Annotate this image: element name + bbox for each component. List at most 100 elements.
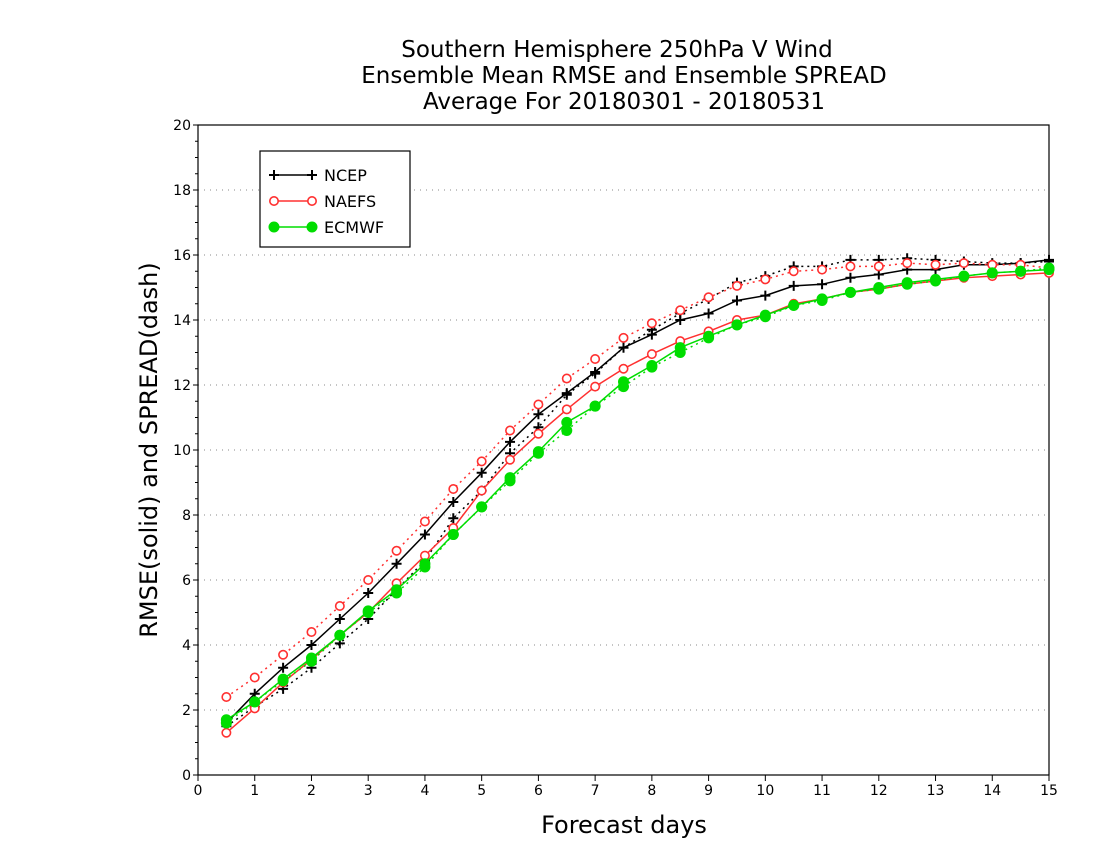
series-ncep-rmse-point xyxy=(788,280,799,291)
y-axis-ticks: 0 2 4 6 8 10 12 14 16 18 20 xyxy=(173,118,198,784)
series-ncep-rmse-point xyxy=(505,436,516,447)
legend-marker-end xyxy=(306,221,318,233)
series-ecmwf xyxy=(220,262,1055,729)
series-ecmwf-rmse-point xyxy=(1015,265,1027,277)
x-tick-label: 7 xyxy=(591,783,600,799)
series-naefs-spread-point xyxy=(760,274,771,285)
series-naefs-rmse-point xyxy=(476,485,487,496)
x-tick-label: 8 xyxy=(647,783,656,799)
chart-title-line-2: Ensemble Mean RMSE and Ensemble SPREAD xyxy=(361,63,886,89)
x-axis-label: Forecast days xyxy=(541,811,707,839)
series-ncep-rmse-point xyxy=(561,388,572,399)
y-tick-label: 8 xyxy=(182,508,191,524)
series-naefs-spread-point xyxy=(958,258,969,269)
series-ecmwf-rmse-point xyxy=(589,400,601,412)
series-naefs-spread-point xyxy=(391,545,402,556)
legend-item-ncep: NCEP xyxy=(269,166,367,185)
series-naefs-spread-point xyxy=(419,516,430,527)
x-tick-label: 10 xyxy=(756,783,774,799)
series-ncep-rmse-point xyxy=(533,409,544,420)
series-naefs-spread-point xyxy=(221,691,232,702)
series-naefs-spread-point xyxy=(675,305,686,316)
legend-marker-end xyxy=(306,196,317,207)
series-ncep-rmse-point xyxy=(646,329,657,340)
series-ecmwf-rmse-point xyxy=(532,446,544,458)
series-ecmwf-rmse-point xyxy=(816,293,828,305)
legend: NCEP NAEFS ECMWF xyxy=(259,150,411,248)
series-naefs-spread-point xyxy=(590,353,601,364)
series-ecmwf-rmse-point xyxy=(703,330,715,342)
series-ecmwf-rmse-point xyxy=(447,529,459,540)
series-naefs-spread-line xyxy=(225,262,1050,698)
series-ncep-rmse-point xyxy=(731,295,742,306)
series-ncep-rmse-point xyxy=(476,467,487,478)
y-tick-label: 10 xyxy=(173,443,191,459)
chart-title-line-3: Average For 20180301 - 20180531 xyxy=(423,89,825,115)
series-ncep-rmse-point xyxy=(278,662,289,673)
series-naefs-spread-point xyxy=(533,399,544,410)
series-ecmwf-spread-line xyxy=(225,267,1050,724)
series-naefs-spread-point xyxy=(306,626,317,637)
x-tick-label: 0 xyxy=(194,783,203,799)
series-ecmwf-rmse-point xyxy=(419,558,431,570)
series-naefs-spread-point xyxy=(930,259,941,270)
x-tick-label: 11 xyxy=(813,783,831,799)
x-tick-label: 1 xyxy=(250,783,259,799)
series-naefs-spread-point xyxy=(363,574,374,585)
y-tick-label: 14 xyxy=(173,313,191,329)
series-ecmwf-rmse-point xyxy=(220,714,232,726)
series-ncep-rmse-point xyxy=(675,315,686,325)
y-tick-label: 4 xyxy=(182,638,191,654)
series-naefs-rmse-point xyxy=(533,428,544,439)
series-ecmwf-rmse-point xyxy=(986,267,998,279)
series-naefs-spread-point xyxy=(278,649,289,660)
series-naefs-spread-point xyxy=(476,456,487,467)
series-ncep-rmse-point xyxy=(590,367,601,377)
series-ecmwf-rmse-point xyxy=(334,629,346,641)
series-ecmwf-rmse-point xyxy=(674,342,686,354)
series-naefs xyxy=(221,258,1055,738)
series-naefs-spread-point xyxy=(703,292,714,303)
legend-marker-start xyxy=(268,221,280,233)
series-ecmwf-rmse-point xyxy=(930,273,942,285)
series-ecmwf-rmse-point xyxy=(731,319,743,331)
legend-label: NAEFS xyxy=(324,192,376,211)
series-ecmwf-rmse-point xyxy=(249,696,261,708)
x-tick-label: 9 xyxy=(704,783,713,799)
x-tick-label: 15 xyxy=(1040,783,1058,799)
series-ecmwf-rmse-point xyxy=(1043,264,1055,276)
series-naefs-rmse-point xyxy=(561,404,572,415)
series-ecmwf-rmse-point xyxy=(362,605,374,617)
series-naefs-spread-point xyxy=(505,425,516,436)
series-ecmwf-rmse-point xyxy=(844,286,856,298)
series-ncep-rmse-point xyxy=(306,640,317,650)
legend-box xyxy=(259,150,411,248)
y-tick-label: 6 xyxy=(182,573,191,589)
legend-marker-end xyxy=(307,170,317,180)
series-ncep-rmse-point xyxy=(817,279,828,290)
x-tick-label: 14 xyxy=(983,783,1001,799)
y-tick-label: 20 xyxy=(173,118,191,134)
series-ecmwf-rmse-point xyxy=(618,376,629,388)
series-naefs-rmse-point xyxy=(618,363,629,374)
series-ncep-rmse-point xyxy=(618,342,629,353)
series-naefs-spread-point xyxy=(817,264,828,275)
y-axis-label: RMSE(solid) and SPREAD(dash) xyxy=(135,262,163,638)
series-ncep-spread-line xyxy=(225,257,1050,727)
series-layer xyxy=(220,253,1055,738)
series-ncep-rmse-point xyxy=(760,290,771,301)
series-ncep-rmse-point xyxy=(703,308,714,319)
series-ncep-rmse-point xyxy=(334,614,345,624)
series-ecmwf-rmse-point xyxy=(958,270,970,282)
series-ecmwf-rmse-point xyxy=(873,282,885,293)
series-naefs-spread-point xyxy=(618,332,629,343)
legend-item-ecmwf: ECMWF xyxy=(268,218,384,237)
x-tick-label: 3 xyxy=(364,783,373,799)
series-ecmwf-rmse-point xyxy=(646,360,658,371)
series-ecmwf-rmse-point xyxy=(788,299,800,311)
y-tick-label: 2 xyxy=(182,703,191,719)
series-ecmwf-rmse-point xyxy=(504,472,516,484)
legend-item-naefs: NAEFS xyxy=(268,192,376,211)
series-ncep-rmse-line xyxy=(225,259,1050,724)
